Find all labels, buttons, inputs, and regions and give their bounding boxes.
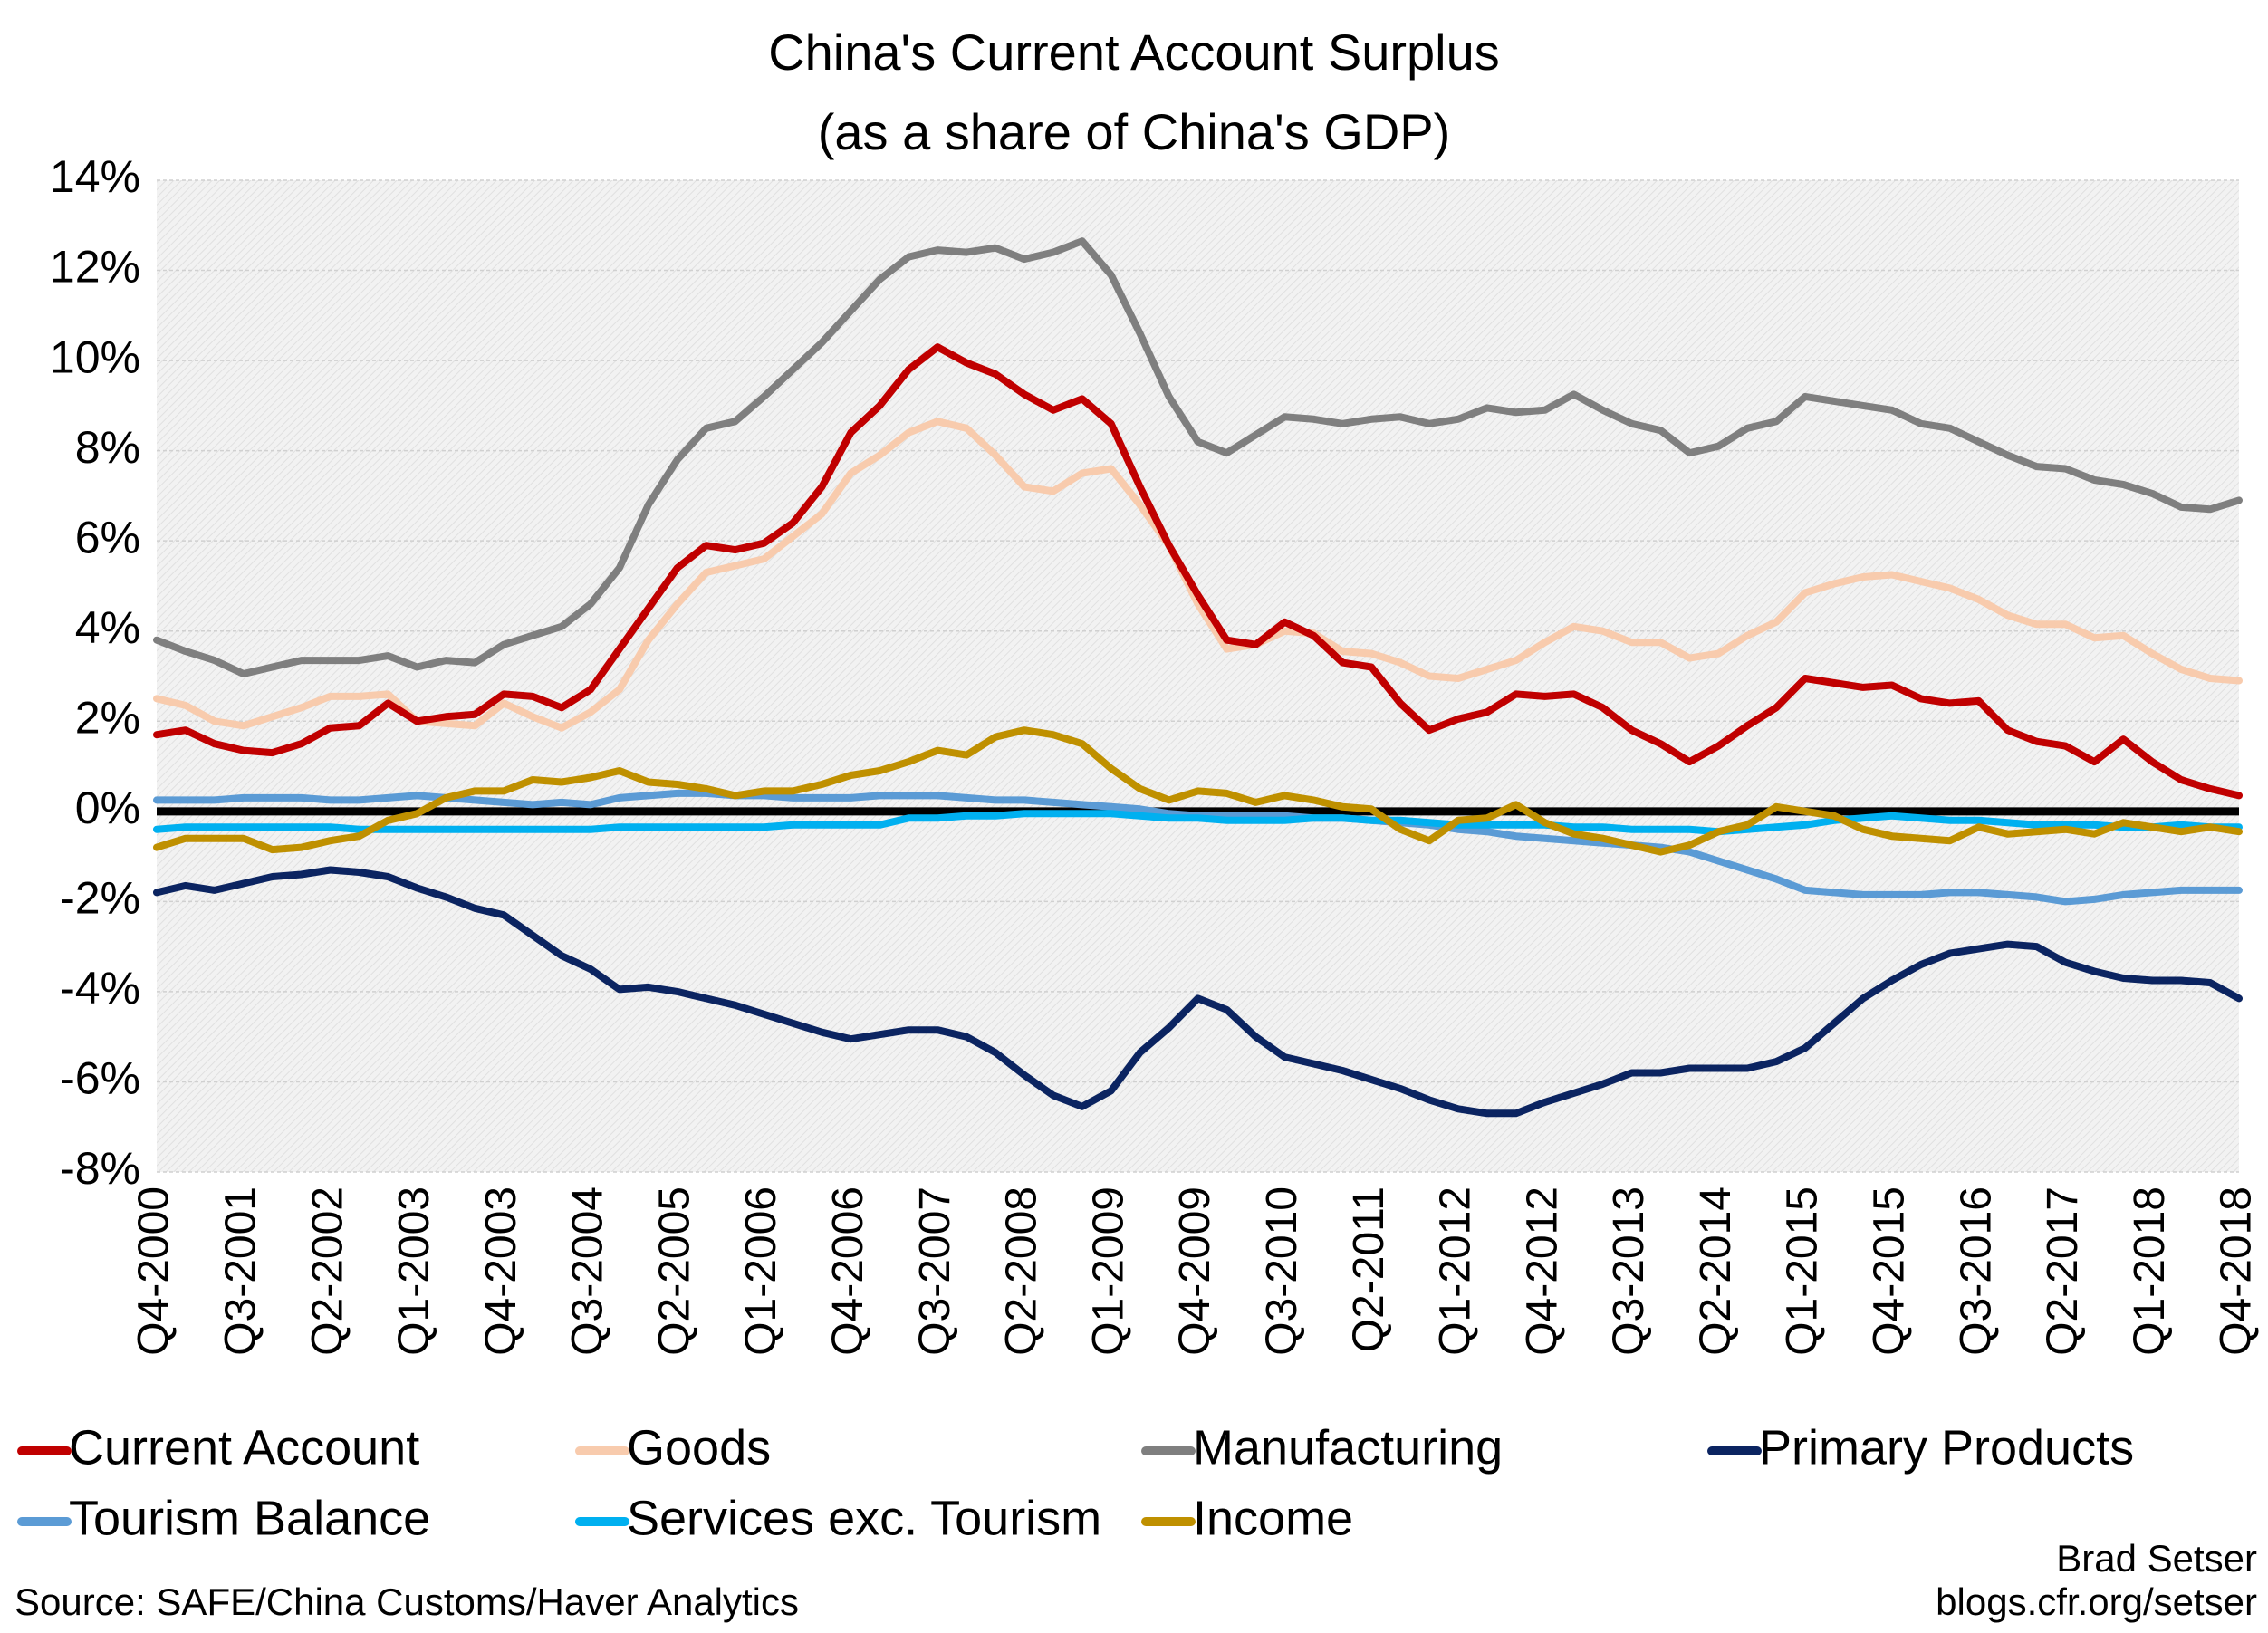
x-tick-label: Q3-2007 <box>911 1186 959 1356</box>
x-tick-label: Q3-2001 <box>216 1186 264 1356</box>
series-line <box>153 726 2243 856</box>
y-tick-label: -8% <box>60 1143 140 1194</box>
chart-title: China's Current Account Surplus <box>768 24 1500 81</box>
x-tick-label: Q2-2011 <box>1345 1186 1393 1352</box>
y-tick-label: 2% <box>75 692 140 743</box>
series-line <box>153 866 2243 1118</box>
legend-label: Goods <box>627 1420 771 1475</box>
legend-label: Income <box>1193 1491 1353 1545</box>
series-line <box>153 418 2243 732</box>
x-tick-label: Q1-2009 <box>1084 1186 1132 1356</box>
y-tick-label: 14% <box>50 151 140 202</box>
x-tick-label: Q3-2013 <box>1605 1186 1653 1356</box>
x-tick-label: Q2-2008 <box>998 1186 1046 1356</box>
x-tick-label: Q3-2010 <box>1258 1186 1306 1356</box>
y-tick-label: 0% <box>75 783 140 833</box>
x-tick-label: Q1-2006 <box>737 1186 785 1356</box>
chart-subtitle: (as a share of China's GDP) <box>818 103 1451 160</box>
x-tick-label: Q1-2003 <box>390 1186 438 1356</box>
credit: Brad Setser <box>2056 1537 2257 1580</box>
x-tick-label: Q4-2000 <box>130 1186 178 1356</box>
x-tick-label: Q4-2015 <box>1866 1186 1914 1356</box>
y-tick-label: 12% <box>50 242 140 293</box>
x-tick-label: Q4-2009 <box>1171 1186 1219 1356</box>
x-tick-label: Q3-2016 <box>1952 1186 2000 1356</box>
legend-label: Primary Products <box>1759 1420 2134 1475</box>
series-line <box>153 343 2243 800</box>
x-tick-label: Q2-2005 <box>650 1186 698 1356</box>
x-tick-label: Q2-2014 <box>1692 1186 1740 1356</box>
legend-label: Manufacturing <box>1193 1420 1503 1475</box>
y-tick-label: 8% <box>75 422 140 473</box>
x-tick-label: Q1-2018 <box>2126 1186 2174 1356</box>
x-tick-label: Q3-2004 <box>564 1186 612 1356</box>
x-tick-label: Q4-2018 <box>2213 1186 2261 1356</box>
legend-label: Current Account <box>69 1420 419 1475</box>
x-tick-label: Q1-2015 <box>1779 1186 1827 1356</box>
y-tick-label: 6% <box>75 512 140 562</box>
y-tick-label: -4% <box>60 963 140 1013</box>
x-tick-label: Q2-2002 <box>303 1186 351 1356</box>
y-tick-label: 4% <box>75 602 140 653</box>
legend-label: Tourism Balance <box>69 1491 430 1545</box>
credit: blogs.cfr.org/setser <box>1936 1580 2257 1623</box>
x-tick-label: Q4-2003 <box>477 1186 525 1356</box>
y-tick-label: 10% <box>50 331 140 382</box>
x-tick-label: Q4-2006 <box>824 1186 872 1356</box>
series-line <box>153 810 2243 836</box>
source-note: Source: SAFE/China Customs/Haver Analyti… <box>14 1580 799 1623</box>
x-tick-label: Q2-2017 <box>2039 1186 2087 1356</box>
y-tick-label: -6% <box>60 1053 140 1104</box>
plot-background <box>157 180 2239 1172</box>
legend-label: Services exc. Tourism <box>627 1491 1101 1545</box>
x-tick-label: Q4-2012 <box>1518 1186 1566 1356</box>
y-tick-label: -2% <box>60 873 140 924</box>
x-tick-label: Q1-2012 <box>1432 1186 1480 1356</box>
series-line <box>153 237 2243 677</box>
